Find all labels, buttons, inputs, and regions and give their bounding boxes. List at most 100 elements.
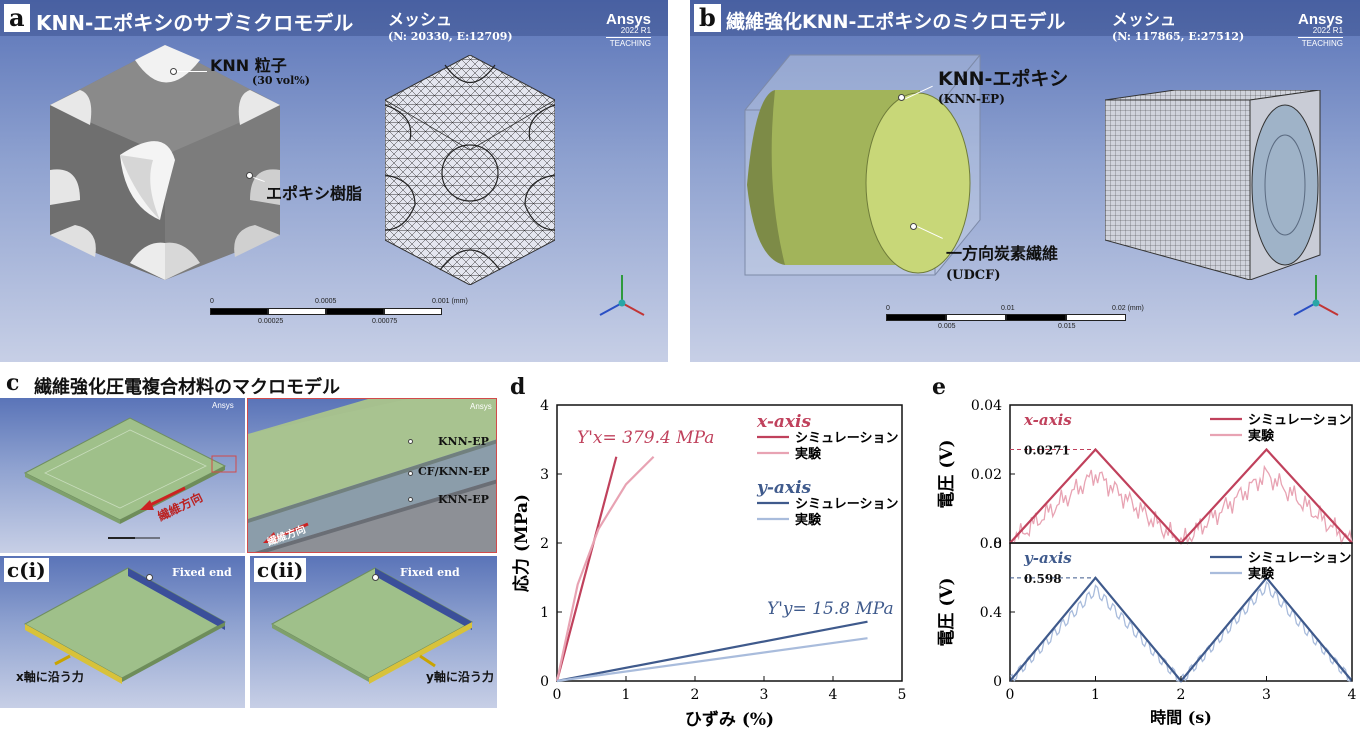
plate-overview	[23, 417, 237, 539]
label-epoxy: エポキシ樹脂	[266, 184, 363, 203]
bottom-legend-sim-label: シミュレーション	[1248, 551, 1351, 566]
x-tick-label: 0	[1006, 687, 1015, 703]
top-peak-label: 0.0271	[1024, 444, 1070, 458]
layer1-dot	[408, 439, 413, 444]
x-tick-label: 4	[1348, 687, 1357, 703]
panel-b-title: 繊維強化KNN-エポキシのミクロモデル	[726, 11, 1066, 33]
label-knn-particle-sub: (30 vol%)	[252, 74, 310, 87]
x-tick-label: 0	[553, 687, 562, 703]
bottom-title: y-axis	[1023, 549, 1072, 567]
scale-bar-b: 0 0.01 0.02 (mm) 0.005 0.015	[886, 305, 1144, 330]
bottom-y-tick-label: 0.8	[980, 536, 1002, 552]
annotation-x-modulus: Y'x= 379.4 MPa	[577, 428, 714, 448]
y-tick-label: 4	[540, 398, 549, 414]
fixed-end-dot-ci	[146, 574, 153, 581]
y-tick-label: 0	[540, 674, 549, 690]
x-axis-label: 時間 (s)	[1150, 708, 1212, 727]
x-axis-label: ひずみ (%)	[685, 710, 774, 730]
panel-b-mesh-title: メッシュ	[1112, 10, 1177, 29]
ansys-logo-b: Ansys 2022 R1 TEACHING	[1298, 11, 1344, 48]
knn-epoxy-cube	[50, 45, 280, 280]
force-x-label: x軸に沿う力	[16, 670, 84, 684]
particle-leader-line	[177, 71, 207, 72]
legend-y-title: y-axis	[756, 478, 812, 498]
top-y-tick-label: 0	[993, 536, 1002, 552]
panel-a-letter: a	[4, 4, 30, 32]
legend-x-exp-label: 実験	[795, 446, 822, 462]
layer-label-2: CF/KNN-EP	[418, 465, 490, 478]
panel-cii: c(ii) Fixed end y軸に沿う力	[250, 556, 497, 708]
x-tick-label: 2	[1177, 687, 1186, 703]
ansys-logo-c2: Ansys	[470, 402, 492, 411]
layer-label-1: KNN-EP	[438, 435, 489, 448]
ansys-logo-c: Ansys	[212, 401, 234, 410]
panel-a-header	[0, 0, 668, 36]
panel-d-letter: d	[510, 374, 526, 400]
plate-y-load	[270, 567, 474, 684]
series-line-2	[556, 620, 868, 683]
label-udcf-sub: (UDCF)	[946, 268, 1001, 283]
panel-b-header	[690, 0, 1360, 36]
panel-b: b 繊維強化KNN-エポキシのミクロモデル メッシュ (N: 117865, E…	[690, 0, 1360, 362]
panel-a-mesh-info: (N: 20330, E:12709)	[388, 30, 513, 43]
force-y-label: y軸に沿う力	[426, 670, 494, 684]
top-y-tick-label: 0.02	[971, 467, 1002, 483]
bottom-peak-label: 0.598	[1024, 572, 1062, 586]
bottom-legend-exp-label: 実験	[1248, 566, 1275, 582]
top-legend-sim-label: シミュレーション	[1248, 413, 1351, 428]
x-tick-label: 4	[829, 687, 838, 703]
scale-bar-a: 0 0.0005 0.001 (mm) 0.00025 0.00075	[210, 298, 468, 325]
y-tick-label: 1	[540, 605, 549, 621]
fiber-pointer-dot	[910, 223, 917, 230]
label-knn-epoxy: KNN-エポキシ	[938, 68, 1069, 90]
top-y-axis-label: 電圧 (V)	[937, 439, 957, 508]
legend-y-exp-label: 実験	[795, 512, 822, 528]
laminate-zoom	[248, 399, 496, 552]
x-tick-label: 3	[1262, 687, 1271, 703]
legend-x-sim-label: シミュレーション	[795, 431, 898, 446]
panel-c-title: 繊維強化圧電複合材料のマクロモデル	[34, 377, 340, 398]
fixed-end-label-ci: Fixed end	[172, 566, 232, 579]
panel-c-plate: 繊維方向 Ansys	[0, 398, 245, 553]
label-knn-particle: KNN 粒子	[210, 56, 287, 75]
fixed-end-label-cii: Fixed end	[400, 566, 460, 579]
fixed-end-dot-cii	[372, 574, 379, 581]
bottom-y-tick-label: 0	[993, 674, 1002, 690]
plate-x-load	[23, 567, 227, 684]
y-tick-label: 2	[540, 536, 549, 552]
y-tick-label: 3	[540, 467, 549, 483]
panel-a-title: KNN-エポキシのサブミクロモデル	[36, 11, 354, 35]
top-sim-line	[1009, 447, 1353, 545]
series-line-3	[556, 637, 868, 683]
x-tick-label: 2	[691, 687, 700, 703]
panel-cii-label: c(ii)	[254, 558, 307, 582]
label-knn-epoxy-sub: (KNN-EP)	[938, 92, 1005, 106]
top-y-tick-label: 0.04	[971, 398, 1002, 414]
axis-triad-a	[599, 275, 645, 316]
panel-b-letter: b	[694, 4, 721, 32]
bottom-y-tick-label: 0.4	[980, 605, 1002, 621]
legend-x-title: x-axis	[756, 412, 812, 432]
bottom-sim-line	[1009, 576, 1353, 683]
annotation-y-modulus: Y'y= 15.8 MPa	[767, 599, 894, 619]
epoxy-pointer-dot	[246, 172, 253, 179]
x-tick-label: 1	[1091, 687, 1100, 703]
label-udcf: 一方向炭素繊維	[946, 244, 1059, 263]
fiber-epoxy-box	[744, 54, 981, 276]
panel-e-letter: e	[932, 374, 946, 400]
x-tick-label: 3	[760, 687, 769, 703]
panel-c-letter: c	[6, 370, 20, 396]
layer-label-3: KNN-EP	[438, 493, 489, 506]
axis-triad-b	[1293, 275, 1339, 316]
layer2-dot	[408, 471, 413, 476]
y-axis-label: 応力 (MPa)	[511, 494, 532, 592]
mesh-cube-a	[385, 55, 555, 285]
stress-strain-chart: 0 1 2 3 4 5 0 1 2 3 4 ひずみ (%) 応力 (MPa) Y'x= 379.4 MPa…	[511, 398, 907, 730]
top-title: x-axis	[1023, 411, 1072, 429]
x-tick-label: 5	[898, 687, 907, 703]
ansys-logo-a: Ansys 2022 R1 TEACHING	[606, 11, 652, 48]
bottom-y-axis-label: 電圧 (V)	[937, 577, 957, 646]
top-exp-line	[1010, 464, 1353, 546]
panel-c-zoom: 繊維方向 KNN-EP CF/KNN-EP KNN-EP Ansys	[247, 398, 497, 553]
